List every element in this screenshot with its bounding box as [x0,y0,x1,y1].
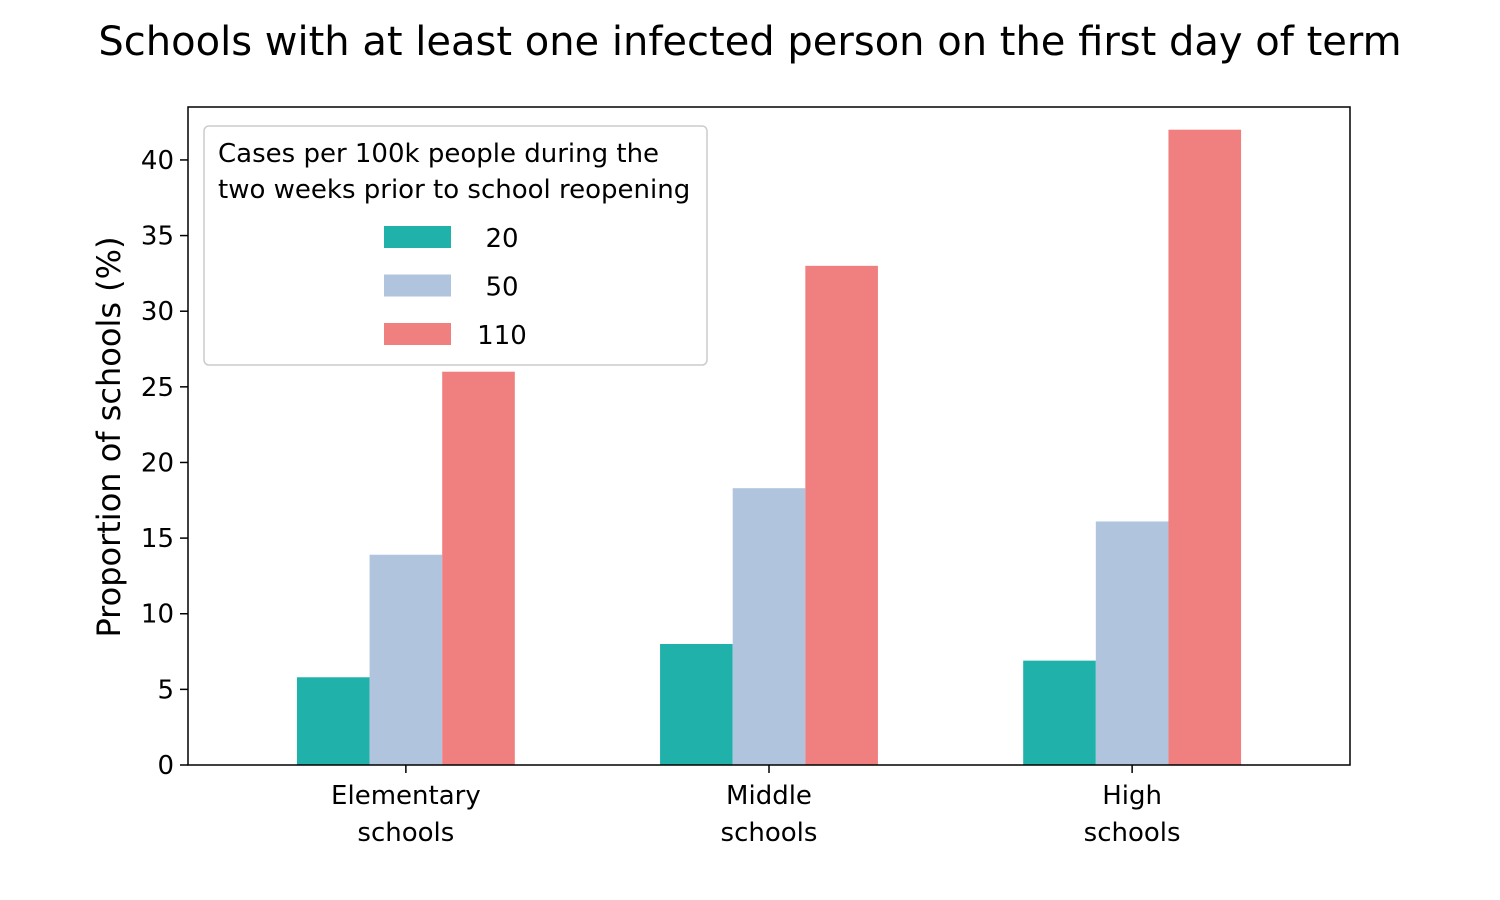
legend-swatch-20 [384,226,451,248]
x-tick-label: schools [1084,818,1181,848]
x-tick-label: Elementary [331,781,481,811]
x-tick-label: schools [721,818,818,848]
legend-title-line-1: Cases per 100k people during the [218,139,659,169]
y-tick-label: 25 [141,373,174,403]
y-tick-label: 0 [157,751,174,781]
bar-50-cat-2 [1095,521,1169,765]
x-tick-label: Middle [726,781,812,811]
legend-swatch-50 [384,274,451,297]
bar-20-cat-2 [1023,660,1096,765]
y-tick-label: 20 [141,448,174,478]
legend-swatch-110 [384,323,451,345]
x-tick-label: High [1102,781,1162,811]
y-tick-label: 40 [141,146,174,176]
x-tick-label: schools [357,818,454,848]
legend-label-50: 50 [485,273,518,303]
legend-label-20: 20 [485,224,518,254]
y-tick-label: 10 [141,600,174,630]
legend-entries: 20 50 110 [384,224,527,351]
bar-20-cat-0 [296,677,370,765]
legend-label-110: 110 [477,321,527,351]
legend: Cases per 100k people during the two wee… [203,125,708,366]
y-tick-label: 15 [141,524,174,554]
chart-title: Schools with at least one infected perso… [98,19,1401,65]
plot-frame [187,106,1351,766]
bar-110-cat-1 [805,265,878,765]
bar-50-cat-0 [369,554,443,765]
legend-title-line-2: two weeks prior to school reopening [218,175,690,205]
bar-20-cat-1 [660,643,733,765]
bar-50-cat-1 [732,488,806,765]
bar-110-cat-0 [442,371,515,765]
bar-110-cat-2 [1168,129,1242,765]
bars-layer [296,129,1242,765]
y-tick-label: 30 [141,297,174,327]
y-tick-label: 5 [157,675,174,705]
y-axis: 0 5 10 15 20 25 30 35 40 [141,146,188,781]
y-tick-label: 35 [141,222,174,252]
legend-box [203,125,708,366]
y-axis-label: Proportion of schools (%) [90,236,128,637]
x-axis: Elementary schools Middle schools High school… [331,765,1181,848]
